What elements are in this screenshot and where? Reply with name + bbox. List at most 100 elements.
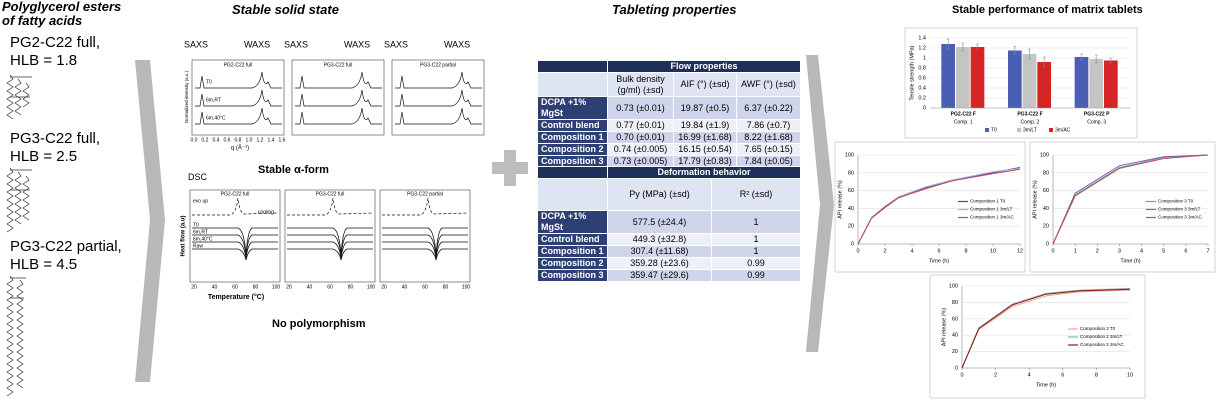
arrow [806, 55, 834, 352]
curve [295, 71, 382, 89]
y-tick-label: 100 [1040, 152, 1049, 158]
y-tick-label: 1.4 [918, 35, 926, 41]
panel-title: PG3-C22 partial [407, 191, 443, 197]
tick-label: 20 [286, 284, 292, 290]
panel-title: PG2-C22 full [221, 191, 250, 197]
table-cell: 0.70 (±0.01) [607, 131, 674, 144]
arrow [135, 60, 165, 382]
molecule-name: PG2-C22 full, [10, 34, 101, 51]
table-row: Control blend 0.77 (±0.01) 19.84 (±1.9) 7.8… [537, 119, 801, 132]
header-blank [537, 72, 608, 97]
y-tick-label: 80 [952, 300, 958, 306]
error-bar [1080, 53, 1083, 61]
curve-dashed [192, 197, 279, 216]
legend-label: Composition 3 3m/LT [1158, 207, 1201, 212]
legend-swatch [1049, 128, 1053, 132]
error-bar [1042, 56, 1046, 68]
legend-swatch [1017, 128, 1021, 132]
curve [382, 248, 468, 261]
legend-label: Composition 2 T0 [1080, 326, 1116, 331]
x-tick-label: PG3-C22 F [1017, 111, 1042, 117]
curve [382, 241, 468, 259]
curve-label: 6m,RT [193, 229, 208, 235]
x-tick-label: 7 [1206, 248, 1209, 254]
x-tick-label: 12 [1017, 248, 1023, 254]
x-tick-label: 6 [1184, 248, 1187, 254]
x-tick-label: 2 [994, 372, 997, 378]
y-tick-label: 100 [949, 283, 958, 289]
molecule-hlb: HLB = 4.5 [10, 256, 78, 273]
table-row: Composition 1 0.70 (±0.01) 16.99 (±1.68) 8.… [537, 131, 801, 144]
error-bar [1094, 54, 1098, 64]
table-cell: 0.99 [710, 257, 802, 270]
x-tick-label: 0 [856, 248, 859, 254]
x-tick-label: 4 [910, 248, 913, 254]
panel-label: DSC [188, 172, 208, 182]
legend-label: 3m/AC [1055, 127, 1071, 133]
caption: Stable α-form [258, 164, 329, 176]
table-cell: 0.74 (±0.005) [607, 143, 674, 156]
bar [1104, 60, 1118, 108]
y-axis-title: API release (%) [941, 308, 947, 347]
panel-frame [284, 189, 376, 283]
table-cell: 7.84 (±0.05) [736, 155, 801, 168]
y-tick-label: 80 [1043, 170, 1049, 176]
table-cell: 0.77 (±0.01) [607, 119, 674, 132]
tick-label: 0.6 [224, 137, 231, 143]
y-tick-label: 40 [952, 333, 958, 339]
y-tick-label: 0 [955, 365, 958, 371]
y-tick-label: 0.2 [918, 95, 926, 101]
bar [970, 47, 985, 108]
curve-label: T0 [206, 79, 212, 85]
table-cell: 359.28 (±23.6) [607, 257, 712, 270]
x-tick-label: PG3-C22 P [1084, 111, 1110, 117]
curve-label: 6m,40°C [193, 236, 213, 242]
row-label: DCPA +1% MgSt [537, 210, 608, 234]
table-row: Composition 1 307.4 (±11.68) 1 [537, 245, 802, 258]
error-bar [1109, 57, 1113, 64]
table-cell: 17.79 (±0.83) [673, 155, 737, 168]
section-title: Tableting properties [612, 2, 737, 17]
molecule-chain [22, 82, 30, 108]
table-cell: 19.87 (±0.5) [673, 96, 737, 120]
row-label: Composition 3 [537, 155, 608, 168]
series-line [1052, 154, 1209, 245]
waxs-label: WAXS [444, 39, 470, 49]
y-tick-label: 20 [1043, 224, 1049, 230]
legend-swatch [985, 128, 989, 132]
y-tick-label: 0 [923, 105, 926, 111]
curve [195, 107, 282, 125]
y-tick-label: 40 [1043, 206, 1049, 212]
legend-label: Composition 1 3m/AC [970, 215, 1015, 220]
axis-title: Normalized intensity (a.u.) [184, 70, 189, 123]
axis-title: Temperature (°C) [208, 293, 264, 301]
error-bar [1013, 46, 1017, 55]
series-line [857, 168, 1021, 245]
column-header: Bulk density (g/ml) (±sd) [607, 72, 674, 97]
curve-dashed [287, 197, 374, 216]
y-tick-label: 0.8 [918, 65, 926, 71]
tick-label: 20 [191, 284, 197, 290]
legend-label: T0 [991, 127, 997, 133]
y-tick-label: 0 [851, 241, 854, 247]
error-bar [1028, 48, 1031, 60]
molecule-name: PG3-C22 full, [10, 130, 101, 147]
table-cell: 577.5 (±24.4) [607, 210, 712, 234]
tick-label: 0.4 [213, 137, 220, 143]
y-tick-label: 20 [848, 224, 854, 230]
bar [956, 47, 970, 108]
table-cell: 8.22 (±1.68) [736, 131, 801, 144]
x-tick-label: 10 [1127, 372, 1133, 378]
curve [195, 71, 282, 89]
table-cell: 1 [710, 210, 802, 234]
tick-label: 1.4 [268, 137, 275, 143]
molecule-bond [10, 169, 32, 191]
table-row: DCPA +1% MgSt 577.5 (±24.4) 1 [537, 210, 802, 234]
data-table: Deformation behavior Py (MPa) (±sd) R² (±s… [537, 166, 802, 282]
bar [1074, 57, 1089, 108]
table-cell: 7.86 (±0.7) [736, 119, 801, 132]
curve-label: cooling [258, 209, 274, 215]
x-group-label: Comp. 3 [1087, 119, 1106, 125]
curve [287, 248, 373, 261]
